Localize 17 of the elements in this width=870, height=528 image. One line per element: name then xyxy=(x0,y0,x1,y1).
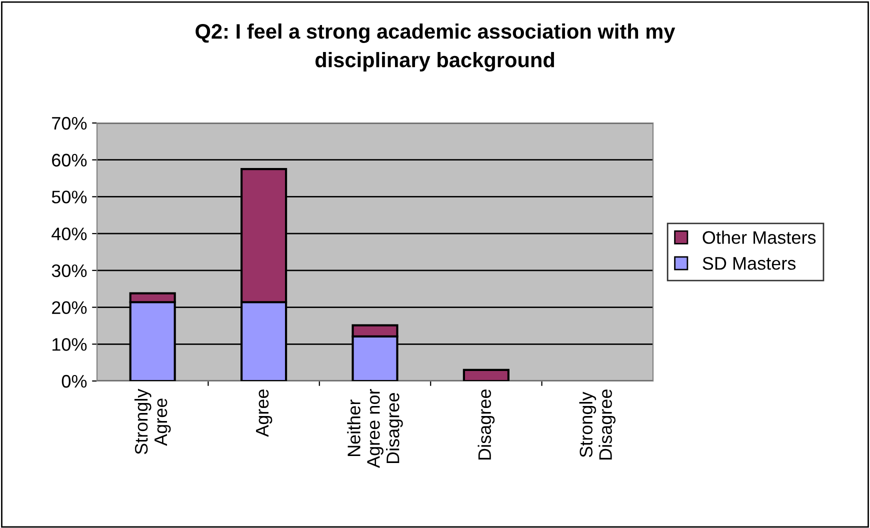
x-tick-label: Neither Agree nor Disagree xyxy=(347,389,403,468)
chart-title: Q2: I feel a strong academic association with my disciplinary background xyxy=(196,23,676,72)
legend-label: Other Masters xyxy=(702,230,816,244)
x-tick-label: Agree xyxy=(256,390,272,437)
x-tick-label: Disagree xyxy=(478,390,495,460)
y-tick-label: 0% xyxy=(62,374,87,388)
bar xyxy=(462,368,510,381)
y-tick-label: 20% xyxy=(52,301,87,314)
y-tick-label: 50% xyxy=(52,190,87,204)
y-tick-label: 30% xyxy=(52,264,87,278)
x-tick-label: Strongly Agree xyxy=(134,388,171,454)
y-tick-label: 40% xyxy=(52,228,87,240)
y-tick-label: 70% xyxy=(52,116,87,130)
y-tick-label: 60% xyxy=(52,154,87,167)
y-tick-label: 10% xyxy=(52,338,87,351)
legend-label: SD Masters xyxy=(702,256,796,270)
x-tick-label: Strongly Disagree xyxy=(579,390,616,460)
